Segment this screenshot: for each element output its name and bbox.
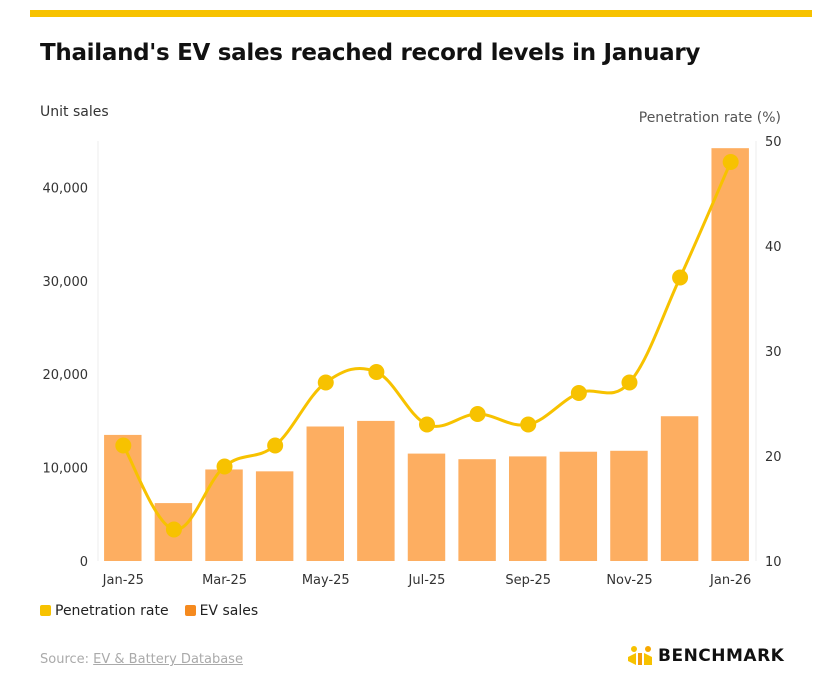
bar-Sep-25 bbox=[508, 456, 547, 561]
right-tick-label: 50 bbox=[765, 135, 782, 150]
chart-title: Thailand's EV sales reached record level… bbox=[40, 40, 701, 66]
bar-Jul-25 bbox=[407, 453, 446, 561]
plot-area: 0 10,000 20,000 30,000 40,000 10 20 30 40 50 Jan-2… bbox=[43, 135, 782, 588]
x-tick-label: Jul-25 bbox=[408, 573, 446, 588]
x-tick-label: Jan-25 bbox=[102, 573, 144, 588]
point-May-25 bbox=[317, 374, 334, 391]
point-Oct-25 bbox=[570, 385, 587, 401]
source-prefix: Source: bbox=[40, 652, 94, 667]
left-tick-label: 10,000 bbox=[43, 462, 89, 477]
bar-Jun-25 bbox=[357, 420, 395, 561]
x-tick-label: Jan-26 bbox=[709, 573, 751, 588]
left-tick-label: 20,000 bbox=[43, 368, 89, 383]
right-tick-label: 40 bbox=[765, 240, 782, 255]
legend-label: Penetration rate bbox=[55, 603, 169, 619]
left-tick-label: 0 bbox=[80, 555, 88, 570]
point-Jun-25 bbox=[368, 364, 385, 380]
bar-Nov-25 bbox=[610, 450, 648, 561]
right-axis-label: Penetration rate (%) bbox=[638, 110, 781, 126]
left-axis-label: Unit sales bbox=[40, 104, 109, 120]
point-Aug-25 bbox=[469, 406, 486, 422]
right-tick-label: 20 bbox=[765, 450, 782, 465]
point-Jan-25 bbox=[115, 437, 132, 454]
legend: Penetration rate EV sales bbox=[40, 603, 258, 619]
bar-Jan-26 bbox=[711, 148, 749, 561]
x-tick-label: Mar-25 bbox=[202, 573, 247, 588]
point-Jan-26 bbox=[722, 154, 739, 170]
bar-Oct-25 bbox=[559, 451, 598, 561]
left-tick-label: 40,000 bbox=[43, 181, 89, 196]
right-tick-label: 30 bbox=[765, 345, 782, 360]
point-Nov-25 bbox=[621, 374, 638, 391]
x-tick-label: Sep-25 bbox=[505, 573, 551, 588]
x-tick-label: Nov-25 bbox=[606, 573, 652, 588]
point-Apr-25 bbox=[267, 437, 284, 454]
right-tick-label: 10 bbox=[765, 555, 782, 570]
point-Dec-25 bbox=[672, 269, 689, 286]
logo-text: BENCHMARK bbox=[658, 646, 785, 666]
legend-swatch bbox=[40, 605, 51, 616]
bar-Apr-25 bbox=[255, 471, 294, 561]
bar-May-25 bbox=[306, 426, 344, 561]
bar-Dec-25 bbox=[660, 416, 699, 561]
legend-label: EV sales bbox=[199, 603, 259, 619]
point-Mar-25 bbox=[216, 458, 233, 475]
source-note: Source: EV & Battery Database bbox=[40, 652, 243, 667]
x-tick-label: May-25 bbox=[302, 573, 350, 588]
source-link[interactable]: EV & Battery Database bbox=[93, 652, 243, 667]
legend-item-penetration: Penetration rate bbox=[40, 603, 169, 619]
logo-icon bbox=[628, 646, 652, 665]
bar-Jan-25 bbox=[104, 434, 142, 561]
point-Feb-25 bbox=[165, 521, 182, 538]
legend-swatch bbox=[184, 605, 196, 616]
point-Sep-25 bbox=[520, 416, 537, 433]
accent-bar bbox=[30, 10, 812, 17]
bar-Aug-25 bbox=[458, 459, 496, 561]
point-Jul-25 bbox=[419, 416, 435, 433]
legend-item-ev-sales: EV sales bbox=[184, 603, 259, 619]
benchmark-logo: BENCHMARK bbox=[628, 645, 784, 667]
left-tick-label: 30,000 bbox=[43, 275, 89, 290]
